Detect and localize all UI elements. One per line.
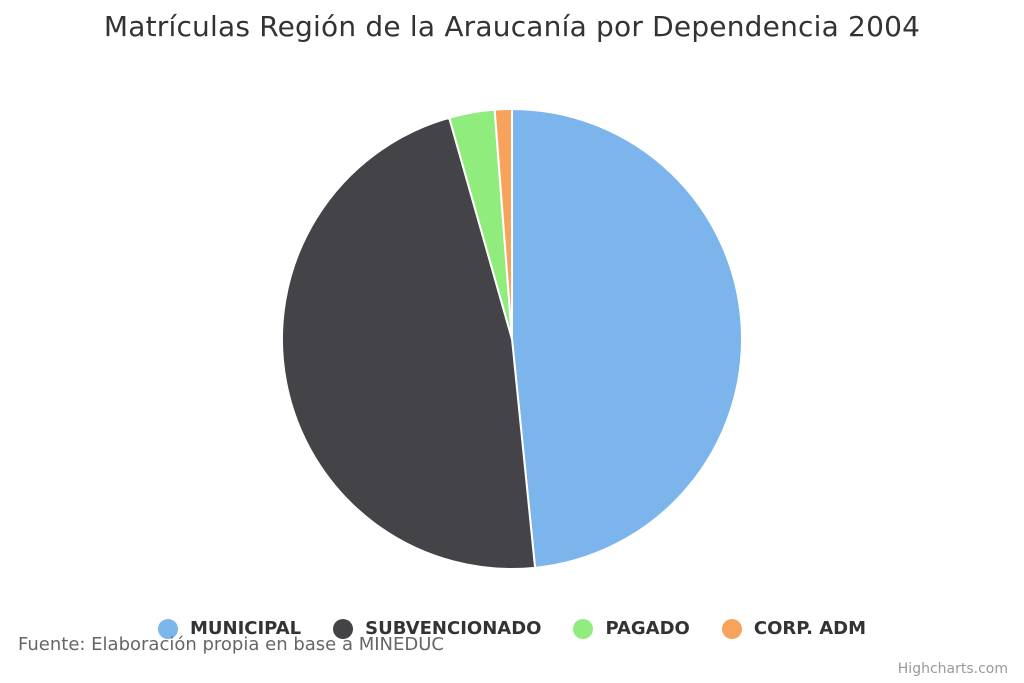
legend-item-subvencionado[interactable]: SUBVENCIONADO xyxy=(333,618,541,639)
legend-swatch-icon xyxy=(573,618,594,639)
legend-label: MUNICIPAL xyxy=(189,618,302,639)
legend-item-municipal[interactable]: MUNICIPAL xyxy=(157,618,302,639)
highcharts-credit-link[interactable]: Highcharts.com xyxy=(897,661,1008,677)
legend-swatch-icon xyxy=(157,618,178,639)
legend-item-pagado[interactable]: PAGADO xyxy=(573,618,690,639)
legend-swatch-icon xyxy=(721,618,742,639)
chart-title: Matrículas Región de la Araucanía por De… xyxy=(103,10,921,43)
legend-label: PAGADO xyxy=(605,618,690,639)
pie-slice-corp-adm[interactable] xyxy=(493,107,513,340)
legend: MUNICIPAL SUBVENCIONADO PAGADO CORP. ADM xyxy=(0,618,1024,639)
legend-swatch-icon xyxy=(333,618,354,639)
source-credit: Fuente: Elaboración propia en base a MIN… xyxy=(18,634,444,655)
legend-label: CORP. ADM xyxy=(753,618,867,639)
legend-item-corp-adm[interactable]: CORP. ADM xyxy=(721,618,867,639)
pie-slice-municipal[interactable] xyxy=(511,108,744,569)
pie-slice-subvencionado[interactable] xyxy=(281,116,537,570)
legend-label: SUBVENCIONADO xyxy=(365,618,542,639)
